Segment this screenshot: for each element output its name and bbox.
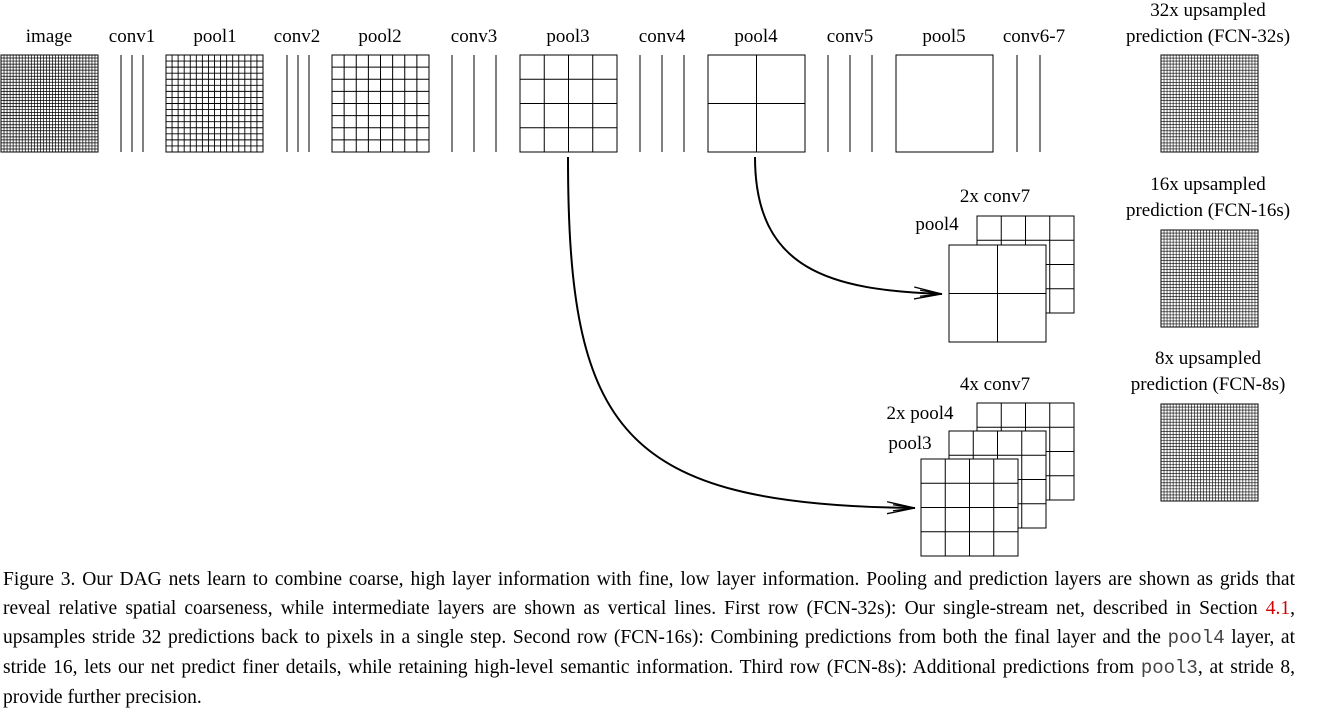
label-conv2: conv2 bbox=[274, 26, 320, 47]
caption-text-4: , at stride 8, provide further precision… bbox=[3, 657, 1295, 708]
fcn16-title-line1: 16x upsampled bbox=[1150, 174, 1266, 195]
label-conv5: conv5 bbox=[827, 26, 873, 47]
caption-text-1: Figure 3. Our DAG nets learn to combine … bbox=[3, 569, 1295, 619]
section-reference-link[interactable]: 4.1 bbox=[1265, 598, 1291, 619]
pool5-grid bbox=[895, 54, 994, 153]
label-2x-pool4: 2x pool4 bbox=[886, 403, 954, 424]
pool2-grid bbox=[331, 54, 430, 153]
code-pool3: pool3 bbox=[1140, 657, 1198, 679]
skip-arrow-pool4 bbox=[754, 156, 942, 294]
label-pool5: pool5 bbox=[922, 26, 965, 47]
label-image: image bbox=[26, 26, 72, 47]
fcn32-prediction-grid bbox=[1160, 54, 1259, 153]
code-pool4: pool4 bbox=[1167, 627, 1225, 649]
fcn16-prediction-grid bbox=[1160, 229, 1259, 328]
fcn8-pool3-grid bbox=[920, 458, 1019, 557]
label-conv4: conv4 bbox=[639, 26, 686, 47]
conv3-lines bbox=[451, 55, 497, 152]
conv4-lines bbox=[639, 55, 685, 152]
figure-caption: Figure 3. Our DAG nets learn to combine … bbox=[3, 565, 1295, 712]
conv5-lines bbox=[827, 55, 873, 152]
label-pool1: pool1 bbox=[193, 26, 236, 47]
conv6-7-lines bbox=[1016, 55, 1041, 152]
caption-text-3: layer, at stride 16, lets our net predic… bbox=[3, 627, 1296, 678]
fcn32-title-line1: 32x upsampled bbox=[1150, 0, 1266, 21]
label-conv6-7: conv6-7 bbox=[1003, 26, 1065, 47]
label-pool4: pool4 bbox=[734, 26, 778, 47]
label-conv1: conv1 bbox=[109, 26, 155, 47]
pool3-grid bbox=[519, 54, 618, 153]
pool4-grid bbox=[707, 54, 806, 153]
pool1-grid bbox=[165, 54, 264, 153]
caption-text-2: , upsamples stride 32 predictions back t… bbox=[3, 598, 1295, 648]
conv2-lines bbox=[286, 55, 310, 152]
fcn16-title-line2: prediction (FCN-16s) bbox=[1126, 200, 1290, 221]
fcn8-title-line2: prediction (FCN-8s) bbox=[1131, 374, 1286, 395]
label-conv3: conv3 bbox=[451, 26, 497, 47]
image-grid bbox=[0, 54, 99, 153]
conv1-lines bbox=[120, 55, 144, 152]
skip-arrow-pool3 bbox=[567, 156, 915, 508]
fcn-architecture-diagram: image conv1 pool1 conv2 pool2 conv3 pool… bbox=[0, 0, 1290, 557]
label-pool4-skip: pool4 bbox=[915, 214, 959, 235]
label-pool3-skip: pool3 bbox=[888, 433, 931, 454]
fcn32-title-line2: prediction (FCN-32s) bbox=[1126, 26, 1290, 47]
label-2x-conv7: 2x conv7 bbox=[960, 186, 1030, 207]
fcn8-title-line1: 8x upsampled bbox=[1155, 348, 1262, 369]
fcn16-pool4-grid bbox=[948, 244, 1047, 343]
label-pool3: pool3 bbox=[546, 26, 589, 47]
label-pool2: pool2 bbox=[358, 26, 401, 47]
fcn8-prediction-grid bbox=[1160, 403, 1259, 502]
label-4x-conv7: 4x conv7 bbox=[960, 374, 1030, 395]
